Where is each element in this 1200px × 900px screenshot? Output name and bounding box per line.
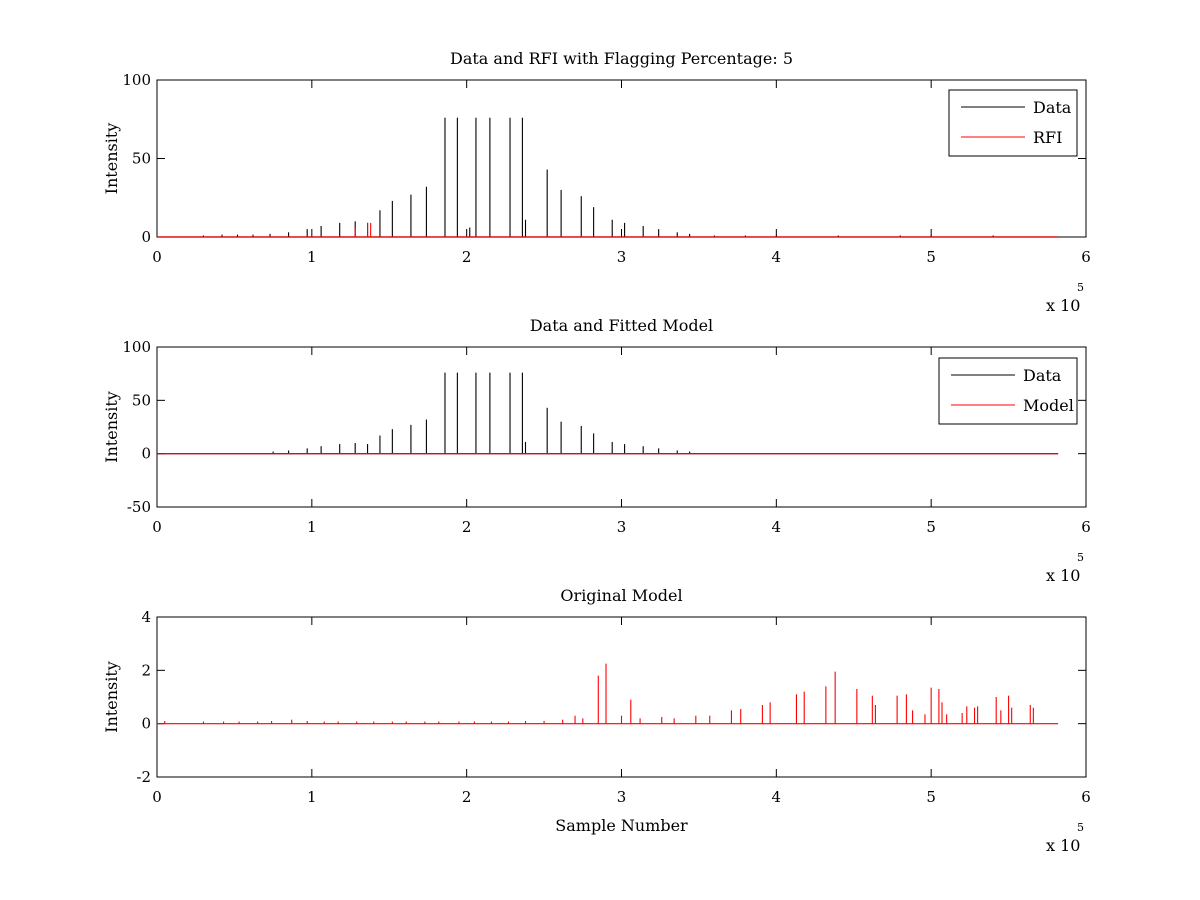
x-multiplier-exponent: 5 (1077, 281, 1084, 294)
y-axis-label: Intensity (102, 123, 121, 195)
legend-label: Data (1033, 98, 1072, 117)
chart-title: Data and RFI with Flagging Percentage: 5 (450, 49, 793, 68)
subplot-1: Data and RFI with Flagging Percentage: 5… (102, 49, 1091, 315)
chart-title: Data and Fitted Model (530, 316, 713, 335)
series-rfi (157, 222, 1059, 237)
x-tick-label: 2 (462, 518, 472, 536)
x-tick-label: 6 (1081, 518, 1091, 536)
legend-label: Data (1023, 366, 1062, 385)
x-multiplier-exponent: 5 (1077, 551, 1084, 564)
y-tick-label: 100 (122, 338, 151, 356)
y-tick-label: 0 (141, 715, 151, 733)
legend-label: Model (1023, 396, 1074, 415)
axes-frame (156, 79, 1087, 238)
x-tick-label: 0 (152, 518, 162, 536)
y-axis-label: Intensity (102, 661, 121, 733)
x-tick-label: 1 (307, 248, 317, 266)
y-tick-label: -50 (127, 498, 151, 516)
legend-box (938, 357, 1078, 425)
x-multiplier: x 10 (1046, 836, 1080, 855)
y-tick-label: 0 (141, 445, 151, 463)
x-tick-label: 0 (152, 788, 162, 806)
y-tick-label: 0 (141, 228, 151, 246)
plot-area (157, 117, 1059, 237)
series-model (157, 663, 1059, 725)
plot-area (157, 372, 1059, 455)
x-axis-label: Sample Number (555, 816, 688, 835)
y-tick-label: 50 (132, 391, 151, 409)
x-tick-label: 6 (1081, 788, 1091, 806)
chart-title: Original Model (560, 586, 682, 605)
x-tick-label: 6 (1081, 248, 1091, 266)
y-tick-label: 2 (141, 661, 151, 679)
y-tick-label: 50 (132, 150, 151, 168)
x-tick-label: 1 (307, 518, 317, 536)
x-tick-label: 2 (462, 788, 472, 806)
x-multiplier: x 10 (1046, 566, 1080, 585)
x-tick-label: 5 (926, 518, 936, 536)
x-multiplier-exponent: 5 (1077, 821, 1084, 834)
x-tick-label: 5 (926, 788, 936, 806)
y-tick-label: 100 (122, 71, 151, 89)
x-tick-label: 4 (772, 248, 782, 266)
axes-frame (156, 616, 1087, 778)
x-tick-label: 1 (307, 788, 317, 806)
x-tick-label: 3 (617, 518, 627, 536)
x-tick-label: 4 (772, 788, 782, 806)
y-tick-label: 4 (141, 608, 151, 626)
legend-label: RFI (1033, 128, 1062, 147)
x-tick-label: 2 (462, 248, 472, 266)
axes-frame (156, 346, 1087, 508)
x-multiplier: x 10 (1046, 296, 1080, 315)
y-tick-label: -2 (136, 768, 151, 786)
x-tick-label: 4 (772, 518, 782, 536)
x-tick-label: 3 (617, 248, 627, 266)
y-axis-label: Intensity (102, 391, 121, 463)
legend: Data RFI (948, 89, 1078, 157)
legend: Data Model (938, 357, 1078, 425)
series-data (157, 117, 1059, 237)
x-tick-label: 5 (926, 248, 936, 266)
x-tick-label: 3 (617, 788, 627, 806)
x-tick-label: 0 (152, 248, 162, 266)
legend-box (948, 89, 1078, 157)
plot-area (157, 663, 1059, 725)
